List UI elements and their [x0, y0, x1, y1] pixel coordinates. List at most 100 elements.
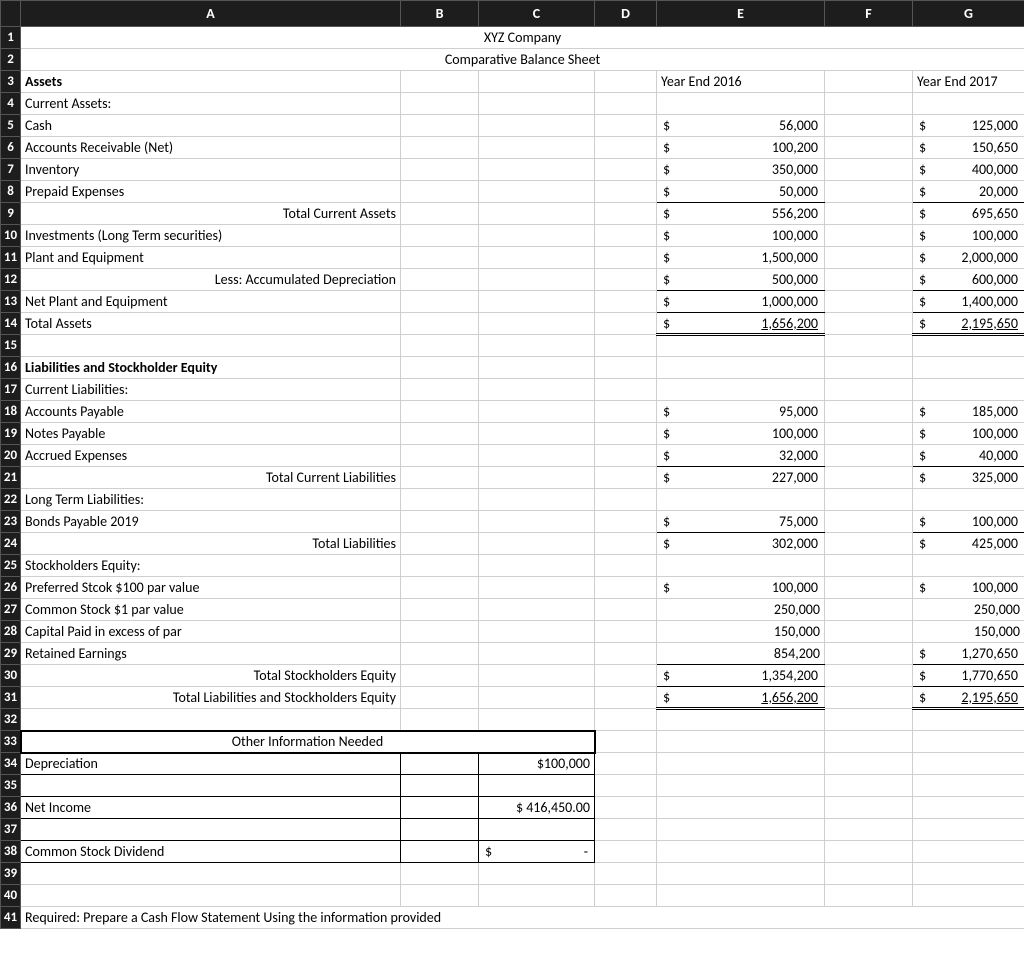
cell[interactable] [595, 401, 657, 423]
cell[interactable]: $100,200 [657, 137, 825, 159]
cell[interactable] [479, 555, 595, 577]
cell[interactable] [913, 335, 1024, 357]
cell[interactable]: Total Stockholders Equity [21, 665, 401, 687]
row-21[interactable]: 21Total Current Liabilities $227,000 $32… [1, 467, 1024, 489]
cell[interactable]: Accounts Payable [21, 401, 401, 423]
cell[interactable] [401, 181, 479, 203]
row-5[interactable]: 5 Cash $56,000 $125,000 [1, 115, 1024, 137]
row-34[interactable]: 34 Depreciation $100,000 [1, 753, 1024, 775]
cell[interactable] [595, 885, 657, 907]
row-header[interactable]: 26 [1, 577, 21, 599]
cell[interactable] [913, 775, 1024, 797]
cell[interactable] [825, 731, 913, 753]
cell[interactable] [21, 819, 401, 841]
cell[interactable]: Net Income [21, 797, 401, 819]
select-all-corner[interactable] [1, 1, 21, 27]
col-header-B[interactable]: B [401, 1, 479, 27]
row-32[interactable]: 32 [1, 709, 1024, 731]
cell[interactable] [401, 93, 479, 115]
cell[interactable] [595, 225, 657, 247]
cell[interactable] [595, 687, 657, 709]
cell[interactable] [657, 357, 825, 379]
cell[interactable] [479, 665, 595, 687]
cell[interactable] [913, 841, 1024, 863]
cell[interactable] [479, 313, 595, 335]
cell[interactable]: $100,000 [657, 577, 825, 599]
cell[interactable]: 150,000 [913, 621, 1024, 643]
cell[interactable]: $100,000 [479, 753, 595, 775]
cell[interactable] [401, 819, 479, 841]
cell[interactable] [401, 489, 479, 511]
cell[interactable]: Common Stock Dividend [21, 841, 401, 863]
row-header[interactable]: 5 [1, 115, 21, 137]
cell[interactable] [825, 775, 913, 797]
row-17[interactable]: 17Current Liabilities: [1, 379, 1024, 401]
cell[interactable]: Preferred Stcok $100 par value [21, 577, 401, 599]
cell[interactable]: $2,195,650 [913, 313, 1024, 335]
cell[interactable] [479, 511, 595, 533]
col-header-A[interactable]: A [21, 1, 401, 27]
cell[interactable] [595, 753, 657, 775]
row-6[interactable]: 6 Accounts Receivable (Net) $100,200 $15… [1, 137, 1024, 159]
cell[interactable]: Accrued Expenses [21, 445, 401, 467]
cell[interactable]: $40,000 [913, 445, 1024, 467]
cell[interactable]: $100,000 [913, 423, 1024, 445]
cell[interactable] [825, 379, 913, 401]
cell[interactable] [595, 291, 657, 313]
cell[interactable] [825, 489, 913, 511]
cell[interactable]: 250,000 [657, 599, 825, 621]
cell[interactable]: Year End 2016 [657, 71, 825, 93]
cell[interactable] [913, 709, 1024, 731]
cell[interactable] [401, 423, 479, 445]
cell[interactable] [479, 863, 595, 885]
cell[interactable] [595, 269, 657, 291]
cell[interactable] [401, 137, 479, 159]
cell[interactable]: Current Liabilities: [21, 379, 401, 401]
cell[interactable] [401, 621, 479, 643]
cell[interactable] [595, 467, 657, 489]
cell[interactable]: Cash [21, 115, 401, 137]
cell[interactable] [825, 819, 913, 841]
row-header[interactable]: 33 [1, 731, 21, 753]
row-10[interactable]: 10 Investments (Long Term securities) $1… [1, 225, 1024, 247]
cell[interactable]: $227,000 [657, 467, 825, 489]
cell[interactable] [825, 137, 913, 159]
cell[interactable] [657, 841, 825, 863]
cell[interactable]: Less: Accumulated Depreciation [21, 269, 401, 291]
cell[interactable] [825, 225, 913, 247]
cell[interactable]: $150,650 [913, 137, 1024, 159]
cell[interactable] [479, 269, 595, 291]
cell[interactable]: $556,200 [657, 203, 825, 225]
row-header[interactable]: 16 [1, 357, 21, 379]
row-28[interactable]: 28Capital Paid in excess of par 150,000 … [1, 621, 1024, 643]
row-4[interactable]: 4 Current Assets: [1, 93, 1024, 115]
cell[interactable]: $500,000 [657, 269, 825, 291]
row-header[interactable]: 21 [1, 467, 21, 489]
cell[interactable] [401, 775, 479, 797]
row-11[interactable]: 11 Plant and Equipment $1,500,000 $2,000… [1, 247, 1024, 269]
cell[interactable] [401, 445, 479, 467]
cell[interactable]: Total Current Liabilities [21, 467, 401, 489]
cell[interactable] [595, 489, 657, 511]
cell[interactable] [401, 335, 479, 357]
cell[interactable]: $20,000 [913, 181, 1024, 203]
cell[interactable] [913, 93, 1024, 115]
cell[interactable]: 250,000 [913, 599, 1024, 621]
cell[interactable] [479, 181, 595, 203]
row-16[interactable]: 16Liabilities and Stockholder Equity [1, 357, 1024, 379]
cell[interactable] [825, 445, 913, 467]
row-37[interactable]: 37 [1, 819, 1024, 841]
cell[interactable] [595, 621, 657, 643]
row-27[interactable]: 27Common Stock $1 par value 250,000 250,… [1, 599, 1024, 621]
row-header[interactable]: 15 [1, 335, 21, 357]
row-35[interactable]: 35 [1, 775, 1024, 797]
cell[interactable] [401, 159, 479, 181]
cell[interactable] [657, 379, 825, 401]
cell[interactable] [595, 731, 657, 753]
row-header[interactable]: 38 [1, 841, 21, 863]
col-header-F[interactable]: F [825, 1, 913, 27]
row-1[interactable]: 1 XYZ Company [1, 27, 1024, 49]
cell[interactable] [401, 555, 479, 577]
cell[interactable] [657, 489, 825, 511]
row-header[interactable]: 24 [1, 533, 21, 555]
